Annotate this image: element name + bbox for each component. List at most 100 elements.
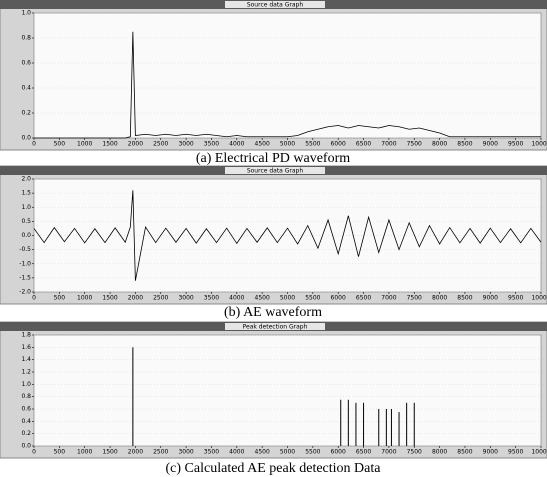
x-tick-label: 9500	[508, 295, 523, 302]
x-tick-label: 7500	[407, 295, 422, 302]
x-tick-label: 2500	[153, 141, 168, 148]
y-tick-label: -2.0	[19, 289, 31, 296]
x-tick-label: 6500	[356, 141, 371, 148]
y-tick-label: -1.0	[19, 260, 31, 267]
x-tick-label: 3000	[178, 141, 193, 148]
x-tick-label: 1500	[102, 141, 117, 148]
x-tick-label: 3500	[204, 449, 219, 456]
x-tick-label: 9000	[483, 141, 498, 148]
x-tick-label: 5500	[305, 141, 320, 148]
x-tick-label: 6000	[331, 141, 346, 148]
y-tick-label: 0.4	[21, 418, 31, 425]
x-tick-label: 4000	[229, 449, 244, 456]
x-tick-label: 9000	[483, 295, 498, 302]
y-tick-label: 1.2	[21, 369, 31, 376]
y-tick-label: 1.0	[21, 10, 31, 17]
x-tick-label: 2500	[153, 295, 168, 302]
x-tick-label: 8500	[457, 449, 472, 456]
x-tick-label: 2000	[128, 295, 143, 302]
x-tick-label: 6500	[356, 449, 371, 456]
x-tick-label: 3500	[204, 295, 219, 302]
x-tick-label: 0	[32, 295, 36, 302]
panel-title: Source data Graph	[247, 2, 304, 9]
x-tick-label: 0	[32, 141, 36, 148]
x-tick-label: 1000	[77, 449, 92, 456]
y-tick-label: -1.5	[19, 274, 31, 281]
x-tick-label: 2000	[128, 141, 143, 148]
x-tick-label: 1000	[77, 141, 92, 148]
waveform	[34, 31, 541, 139]
plot-area	[33, 334, 542, 447]
x-tick-label: 1500	[102, 295, 117, 302]
y-tick-label: 0.8	[21, 393, 31, 400]
x-tick-label: 7500	[407, 141, 422, 148]
x-tick-label: 5000	[280, 295, 295, 302]
x-tick-label: 500	[54, 295, 66, 302]
x-tick-label: 8000	[432, 295, 447, 302]
x-tick-label: 4000	[229, 295, 244, 302]
x-tick-label: 500	[54, 141, 66, 148]
x-tick-label: 10000	[531, 141, 547, 148]
x-tick-label: 9500	[508, 141, 523, 148]
waveform	[33, 190, 542, 281]
x-tick-label: 2500	[153, 449, 168, 456]
x-tick-label: 500	[54, 449, 66, 456]
x-tick-label: 1500	[102, 449, 117, 456]
y-tick-label: 0.6	[21, 60, 31, 67]
y-tick-label: 0.2	[21, 110, 31, 117]
y-tick-label: 2.0	[21, 176, 31, 183]
title-box	[225, 167, 325, 174]
caption: (c) Calculated AE peak detection Data	[166, 461, 382, 476]
caption: (a) Electrical PD waveform	[196, 151, 350, 166]
y-tick-label: 0.0	[21, 135, 31, 142]
x-tick-label: 10000	[531, 295, 547, 302]
x-tick-label: 8000	[432, 449, 447, 456]
y-tick-label: 1.5	[21, 190, 31, 197]
y-tick-label: 1.0	[21, 381, 31, 388]
y-tick-label: 0.0	[21, 443, 31, 450]
y-tick-label: 1.0	[21, 204, 31, 211]
x-tick-label: 3000	[178, 295, 193, 302]
y-tick-label: 0.6	[21, 406, 31, 413]
x-tick-label: 6500	[356, 295, 371, 302]
panel-title: Peak detection Graph	[243, 324, 308, 331]
y-tick-label: 0.4	[21, 85, 31, 92]
x-tick-label: 4000	[229, 141, 244, 148]
y-tick-label: 1.6	[21, 344, 31, 351]
y-tick-label: 1.8	[21, 332, 31, 339]
y-tick-label: 0.0	[21, 232, 31, 239]
x-tick-label: 0	[32, 449, 36, 456]
x-tick-label: 7000	[381, 295, 396, 302]
plot-area	[33, 12, 542, 139]
x-tick-label: 7500	[407, 449, 422, 456]
x-tick-label: 9000	[483, 449, 498, 456]
x-tick-label: 8500	[457, 295, 472, 302]
x-tick-label: 3500	[204, 141, 219, 148]
x-tick-label: 10000	[531, 449, 547, 456]
x-tick-label: 4500	[255, 295, 270, 302]
x-tick-label: 3000	[178, 449, 193, 456]
x-tick-label: 5500	[305, 295, 320, 302]
x-tick-label: 1000	[77, 295, 92, 302]
x-tick-label: 5000	[280, 449, 295, 456]
y-tick-label: 0.5	[21, 218, 31, 225]
x-tick-label: 4500	[255, 141, 270, 148]
x-tick-label: 2000	[128, 449, 143, 456]
caption: (b) AE waveform	[224, 305, 322, 320]
title-box	[225, 1, 325, 8]
x-tick-label: 7000	[381, 449, 396, 456]
y-tick-label: 0.2	[21, 430, 31, 437]
title-box	[225, 323, 325, 330]
x-tick-label: 6000	[331, 449, 346, 456]
y-tick-label: 1.4	[21, 356, 31, 363]
y-tick-label: 0.8	[21, 35, 31, 42]
x-tick-label: 4500	[255, 449, 270, 456]
x-tick-label: 5500	[305, 449, 320, 456]
panel-title: Source data Graph	[247, 168, 304, 175]
x-tick-label: 8500	[457, 141, 472, 148]
x-tick-label: 6000	[331, 295, 346, 302]
x-tick-label: 5000	[280, 141, 295, 148]
x-tick-label: 9500	[508, 449, 523, 456]
y-tick-label: -0.5	[19, 246, 31, 253]
